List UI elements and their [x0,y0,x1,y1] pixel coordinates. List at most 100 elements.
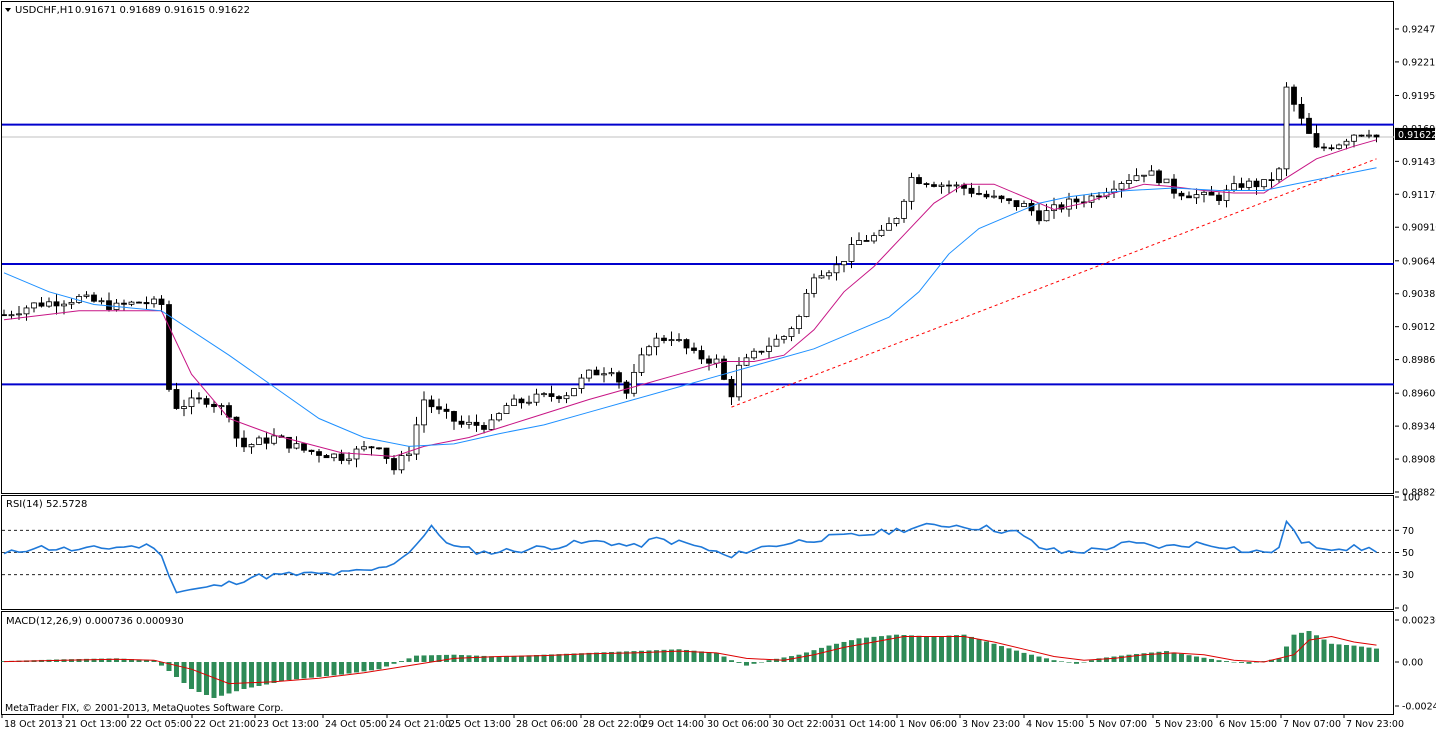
macd-histogram-bar [1096,658,1102,662]
candle-body [196,397,202,400]
candle-body [293,443,300,449]
candle-body [241,437,247,448]
candlesticks [1,82,1380,475]
macd-histogram-bar [939,636,944,662]
macd-histogram-bar [166,662,172,671]
macd-histogram-bar [151,660,157,662]
macd-histogram-bar [886,635,892,662]
macd-histogram-bar [931,636,937,662]
macd-histogram-bar [676,649,682,662]
macd-histogram-bar [241,662,247,689]
candle-body [1,314,7,317]
candle-body [121,302,127,305]
candle-body [736,364,742,398]
candle-body [691,347,697,351]
macd-histogram-bar [624,651,629,662]
candle-body [496,413,502,421]
candle-body [143,302,150,305]
macd-histogram-bar [91,658,97,662]
macd-histogram-bar [1014,650,1019,662]
candle-body [1208,191,1215,196]
candle-body [338,453,345,461]
candle-body [211,403,217,408]
candle-body [1133,175,1140,181]
moving-average-line [3,167,1377,447]
candle-body [923,183,930,186]
macd-histogram-bar [414,655,419,662]
macd-histogram-bar [961,634,967,662]
current-price-label: 0.91622 [1398,130,1436,141]
candle-body [16,313,22,316]
candle-body [436,406,442,410]
candle-body [856,240,862,245]
ohlc-values: 0.91671 0.91689 0.91615 0.91622 [75,5,250,16]
macd-histogram-bar [841,641,847,662]
horizontal-levels[interactable] [2,123,1394,386]
macd-histogram-bar [1134,653,1139,662]
moving-average-line [3,139,1377,458]
time-tick-label: 30 Oct 06:00 [707,719,769,730]
macd-histogram-bar [706,652,712,662]
macd-histogram-bar [384,662,389,667]
candle-body [1148,170,1155,176]
candle-body [158,298,165,305]
candle-body [758,350,765,353]
candle-body [601,373,607,376]
candle-body [151,298,157,305]
macd-histogram-bar [1066,662,1072,663]
candle-body [863,240,870,242]
candle-body [1291,86,1297,105]
macd-histogram-bar [369,662,374,671]
macd-histogram-bar [901,635,907,662]
triangle-down-icon[interactable] [5,8,11,12]
macd-histogram-bar [924,636,929,662]
macd-histogram-bar [594,652,599,662]
time-tick-label: 28 Oct 22:00 [583,719,645,730]
time-tick-label: 18 Oct 2013 [4,719,63,730]
candle-body [878,229,885,237]
candle-body [533,393,540,403]
macd-histogram-bar [1149,652,1154,662]
candle-body [308,449,315,452]
candle-body [61,303,67,307]
macd-indicator: 0.002305 0.00 -0.002446 [1,616,1436,713]
macd-histogram-bar [1209,658,1214,662]
macd-histogram-bar [1254,662,1259,663]
candle-body [526,401,532,404]
time-axis: 18 Oct 2013 21 Oct 13:00 22 Oct 05:00 22 Oc… [1,714,1404,730]
macd-histogram-bar [436,655,442,662]
candle-body [953,184,960,187]
macd-histogram-bar [211,662,217,698]
time-tick-label: 31 Oct 14:00 [834,719,896,730]
macd-histogram-bar [1314,635,1319,662]
macd-histogram-bar [826,645,832,662]
macd-histogram-bar [616,651,622,662]
macd-histogram-bar [489,656,494,662]
macd-histogram-bar [661,649,667,662]
macd-histogram-bar [564,653,569,662]
time-tick-label: 25 Oct 13:00 [449,719,511,730]
macd-histogram-bar [976,639,982,662]
time-tick-label: 30 Oct 22:00 [772,719,834,730]
candle-body [1268,179,1275,181]
candle-body [1246,180,1252,188]
macd-histogram-bar [174,662,179,677]
macd-histogram-bar [234,662,239,692]
macd-histogram-bar [669,649,674,662]
trend-line[interactable] [731,158,1377,408]
macd-histogram-bar [1186,655,1192,662]
macd-histogram-bar [804,652,809,662]
macd-histogram-bar [1276,658,1282,662]
macd-histogram-bar [541,654,547,662]
macd-histogram-bar [586,652,592,662]
time-tick-label: 28 Oct 06:00 [516,719,578,730]
macd-histogram-bar [714,652,719,662]
macd-histogram-bar [196,662,202,692]
candle-body [766,345,772,352]
candle-body [901,200,907,219]
macd-histogram-bar [301,662,307,679]
